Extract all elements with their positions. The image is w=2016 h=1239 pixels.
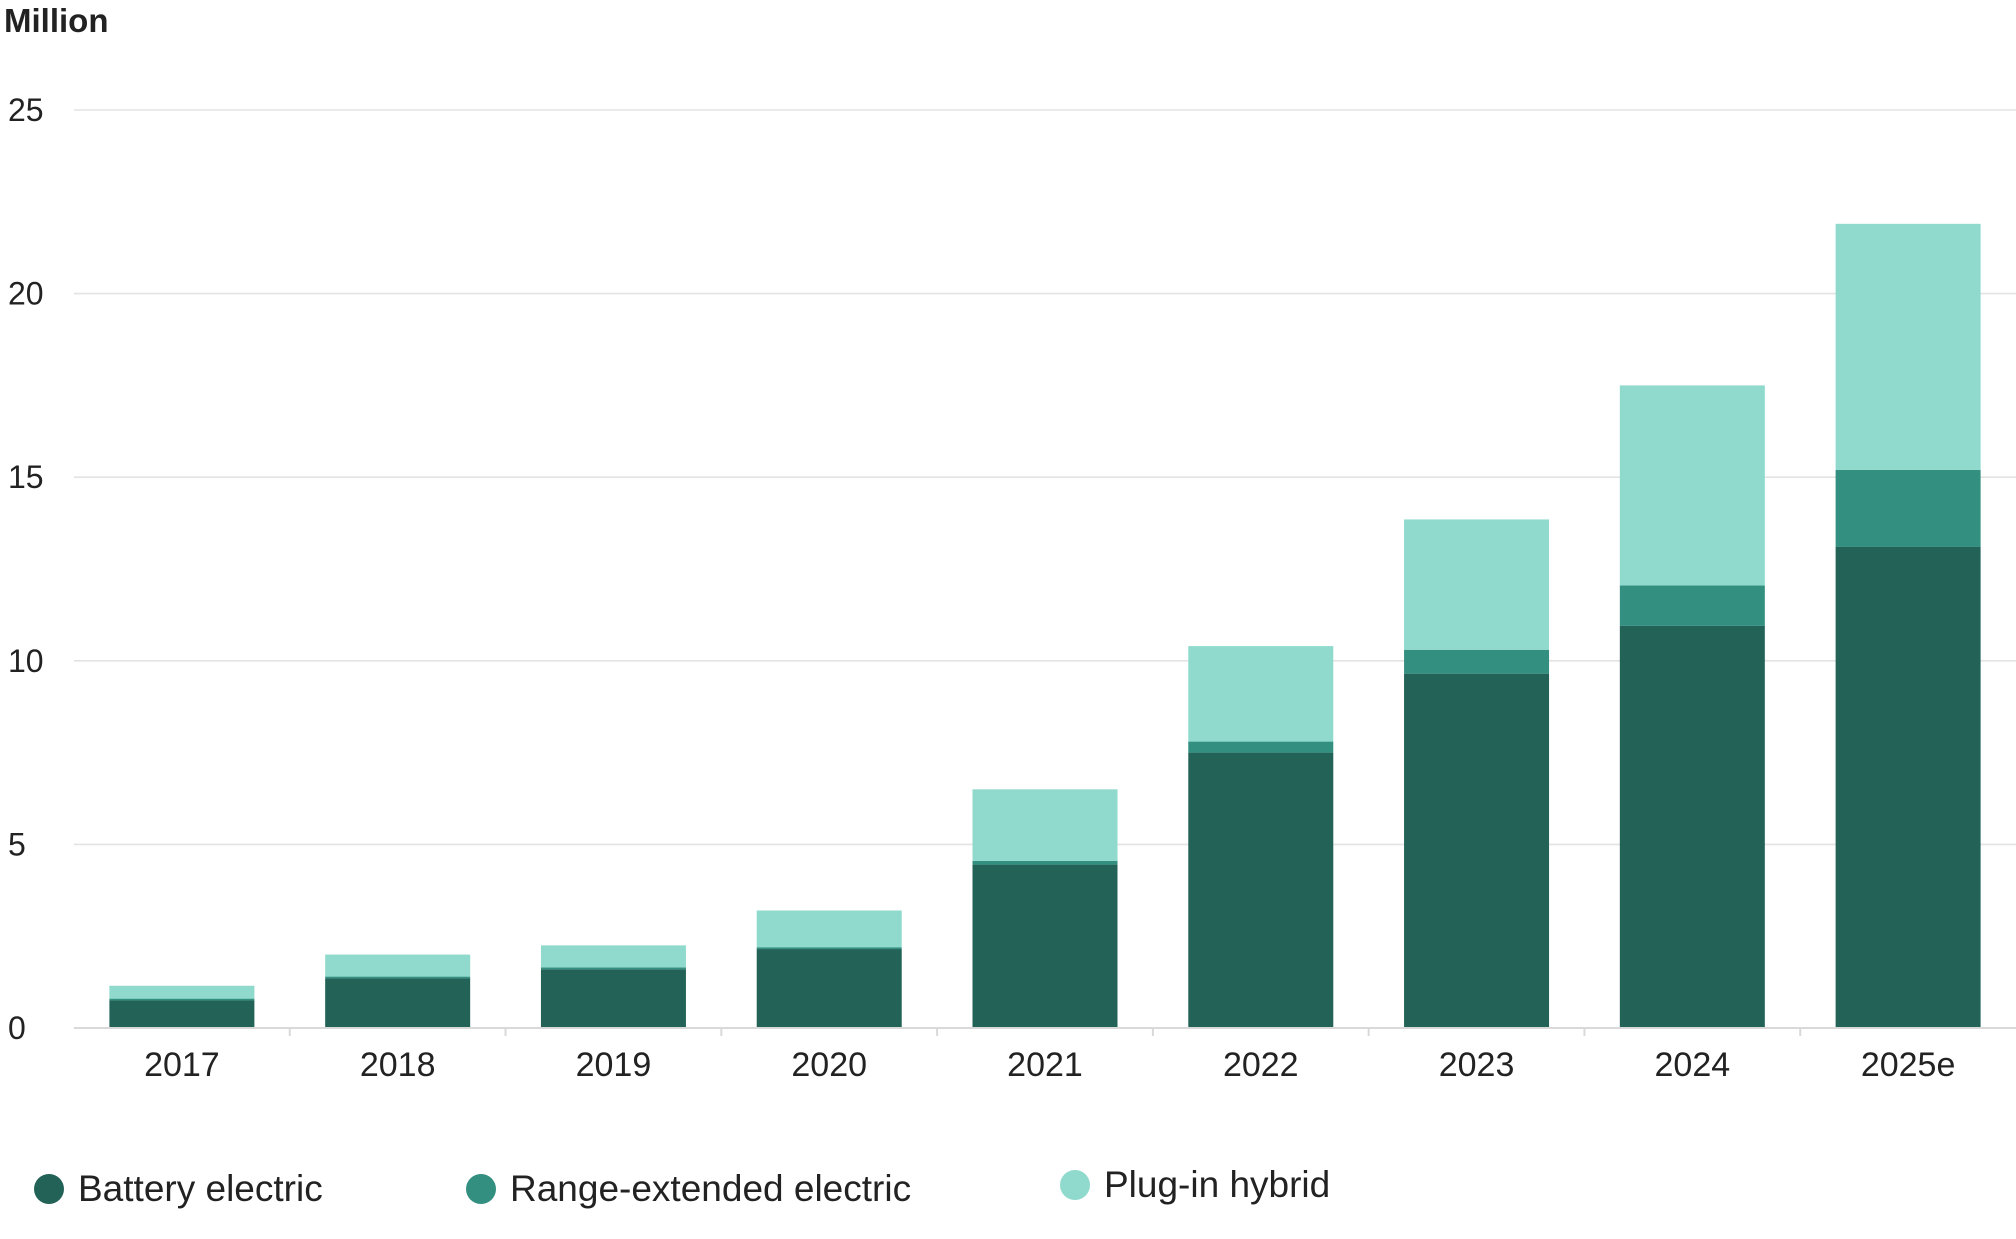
bar-plug-in-hybrid-2017: [109, 985, 255, 999]
y-tick-label-20: 20: [8, 276, 44, 312]
bar-battery-electric-2024: [1619, 625, 1765, 1028]
legend: Battery electric Range-extended electric…: [0, 1158, 2016, 1218]
bar-battery-electric-2023: [1404, 673, 1550, 1028]
x-tick-label-2025e: 2025e: [1861, 1046, 1956, 1084]
x-tick-label-2024: 2024: [1655, 1046, 1731, 1084]
bar-battery-electric-2025e: [1835, 546, 1981, 1028]
bar-plug-in-hybrid-2022: [1188, 646, 1334, 742]
bar-battery-electric-2021: [972, 864, 1118, 1028]
bar-plug-in-hybrid-2020: [756, 910, 902, 948]
bar-range-extended-electric-2018: [325, 976, 471, 979]
bar-plug-in-hybrid-2021: [972, 789, 1118, 861]
bar-plug-in-hybrid-2025e: [1835, 223, 1981, 470]
bar-range-extended-electric-2024: [1619, 585, 1765, 626]
legend-item-battery-electric: Battery electric: [34, 1168, 323, 1210]
bar-battery-electric-2022: [1188, 752, 1334, 1028]
bar-range-extended-electric-2025e: [1835, 469, 1981, 547]
x-tick-label-2020: 2020: [791, 1046, 867, 1084]
bar-range-extended-electric-2023: [1404, 649, 1550, 674]
bar-plug-in-hybrid-2019: [540, 945, 686, 968]
legend-label-range-extended-electric: Range-extended electric: [510, 1168, 912, 1209]
bar-range-extended-electric-2019: [540, 967, 686, 970]
legend-label-plug-in-hybrid: Plug-in hybrid: [1104, 1164, 1331, 1205]
bar-range-extended-electric-2020: [756, 947, 902, 950]
legend-label-battery-electric: Battery electric: [78, 1168, 323, 1209]
bar-range-extended-electric-2022: [1188, 741, 1334, 753]
x-tick-label-2018: 2018: [360, 1046, 436, 1084]
bar-battery-electric-2017: [109, 1000, 255, 1028]
legend-swatch-range-extended-electric: [466, 1174, 496, 1204]
y-tick-label-10: 10: [8, 643, 44, 679]
x-axis-ticks: 2017 2018 2019 2020 2021 2022 2023 2024 2025e: [144, 1028, 1955, 1084]
y-tick-label-5: 5: [8, 826, 26, 862]
bar-plug-in-hybrid-2023: [1404, 519, 1550, 650]
x-tick-label-2022: 2022: [1223, 1046, 1299, 1084]
y-tick-label-0: 0: [8, 1010, 26, 1046]
bar-plug-in-hybrid-2018: [325, 954, 471, 977]
bar-battery-electric-2018: [325, 978, 471, 1028]
x-tick-label-2019: 2019: [576, 1046, 652, 1084]
bar-battery-electric-2019: [540, 969, 686, 1028]
x-tick-label-2023: 2023: [1439, 1046, 1515, 1084]
legend-item-range-extended-electric: Range-extended electric: [466, 1168, 911, 1210]
x-tick-label-2021: 2021: [1007, 1046, 1083, 1084]
legend-item-plug-in-hybrid: Plug-in hybrid: [1060, 1164, 1330, 1206]
legend-swatch-battery-electric: [34, 1174, 64, 1204]
y-axis-unit-label: Million: [4, 2, 108, 39]
bar-range-extended-electric-2017: [109, 998, 255, 1001]
legend-swatch-plug-in-hybrid: [1060, 1170, 1090, 1200]
y-tick-label-25: 25: [8, 92, 44, 128]
y-tick-label-15: 15: [8, 459, 44, 495]
bar-battery-electric-2020: [756, 949, 902, 1028]
x-tick-label-2017: 2017: [144, 1046, 220, 1084]
bars: [109, 223, 1981, 1028]
bar-plug-in-hybrid-2024: [1619, 385, 1765, 586]
bar-range-extended-electric-2021: [972, 860, 1118, 865]
y-axis-ticks: 0 5 10 15 20 25: [8, 92, 44, 1046]
